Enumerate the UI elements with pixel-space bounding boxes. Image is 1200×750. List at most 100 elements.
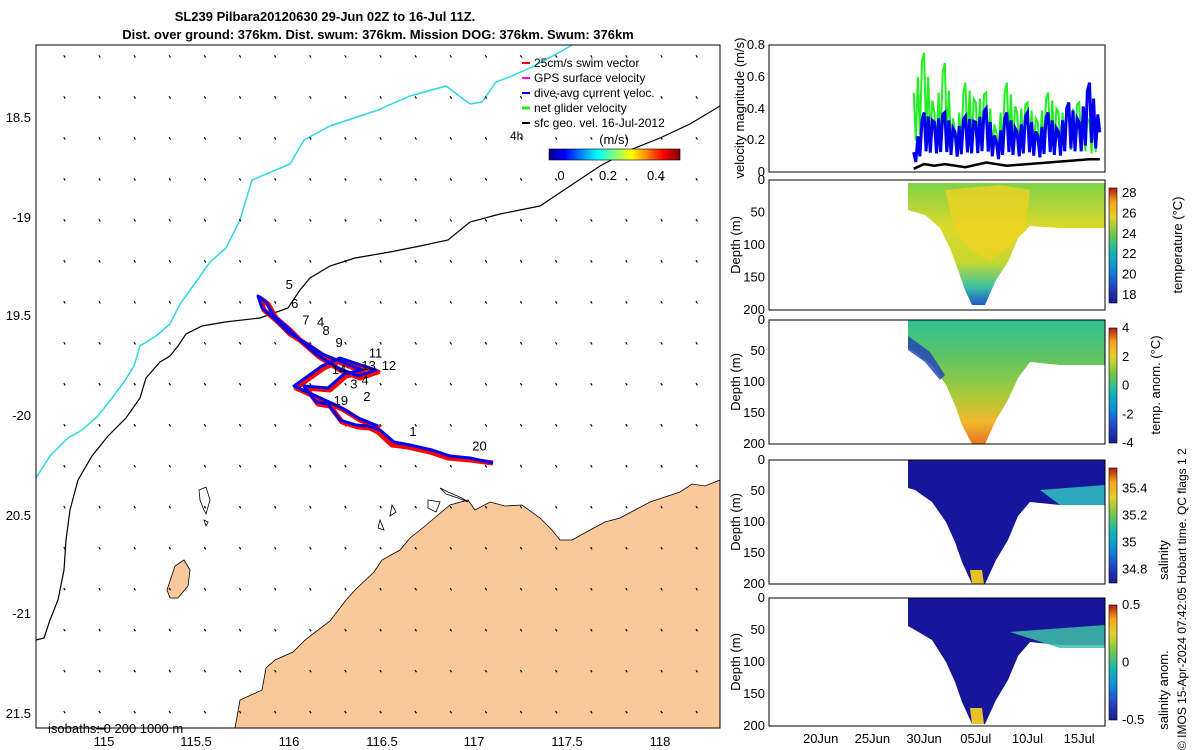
velocity-vector-mark [695, 300, 698, 304]
velocity-vector-mark [449, 423, 453, 427]
velocity-vector-mark [660, 505, 663, 509]
velocity-vector-mark [590, 341, 593, 345]
velocity-vector-mark [554, 259, 558, 263]
depth-tick-label: 0 [758, 172, 765, 187]
isobath-200m [35, 105, 721, 641]
velocity-vector-mark [203, 300, 207, 304]
sal-surface-high [1040, 485, 1105, 505]
chart-title-line1: SL239 Pilbara20120630 29-Jun 02Z to 16-J… [175, 9, 476, 24]
velocity-vector-mark [519, 341, 523, 345]
velocity-vector-mark [625, 341, 628, 345]
y-tick-label: 18.5 [6, 110, 31, 125]
depth-tick-label: 200 [743, 576, 765, 591]
surface-velocity-vectors [63, 55, 698, 714]
velocity-vector-mark [484, 628, 488, 632]
day-label: 9 [335, 335, 342, 350]
y-tick-label: -19 [12, 210, 31, 225]
velocity-vector-mark [238, 177, 242, 181]
velocity-vector-mark [625, 505, 628, 509]
velocity-vector-mark [554, 218, 558, 222]
velocity-vector-mark [203, 95, 207, 99]
velocity-vector-mark [203, 669, 207, 673]
velocity-vector-mark [344, 95, 347, 99]
velocity-vector-mark [309, 300, 312, 304]
y-tick-label: 20.5 [6, 508, 31, 523]
x-tick-label: 116.5 [366, 734, 398, 749]
velocity-vector-mark [554, 628, 558, 632]
velocity-vector-mark [133, 300, 136, 304]
x-tick-label: 115.5 [180, 734, 212, 749]
velocity-vector-mark [133, 505, 136, 509]
velocity-vector-mark [238, 382, 242, 386]
velocity-vector-mark [590, 464, 593, 468]
colorbar-tick-label: 4 [1122, 320, 1129, 335]
velocity-vector-mark [660, 136, 663, 140]
day-label: 12 [382, 358, 396, 373]
velocity-vector-mark [63, 177, 66, 181]
legend-entry-sfc: sfc geo. vel. 16-Jul-2012 [534, 116, 665, 130]
velocity-vector-mark [273, 259, 277, 263]
day-label: 7 [302, 312, 309, 327]
velocity-vector-mark [344, 341, 347, 345]
velocity-vector-mark [484, 95, 488, 99]
depth-axes: 0 50 100 150 200 Depth (m) 0 50 100 150 200 Depth (… [728, 172, 765, 733]
velocity-vector-mark [660, 95, 663, 99]
velocity-vector-mark [519, 464, 523, 468]
velocity-vector-mark [344, 464, 347, 468]
velocity-vector-mark [168, 423, 172, 427]
velocity-vector-mark [590, 259, 593, 263]
velocity-vector-mark [379, 259, 382, 263]
velocity-vector-mark [554, 341, 558, 345]
velocity-vector-mark [449, 505, 453, 509]
velocity-vector-mark [449, 55, 453, 58]
velocity-vector-mark [273, 587, 277, 591]
velocity-vector-mark [484, 464, 488, 468]
velocity-vector-mark [309, 587, 312, 591]
depth-axis-label: Depth (m) [728, 493, 743, 551]
velocity-vector-mark [203, 505, 207, 509]
velocity-vector-mark [168, 259, 172, 263]
velocity-vector-mark [695, 95, 698, 99]
velocity-vector-mark [519, 382, 523, 386]
depth-tick-label: 150 [743, 270, 765, 285]
velocity-vector-mark [309, 259, 312, 263]
tanom-section [908, 320, 1105, 444]
velocity-series-line [913, 158, 1100, 170]
velocity-vector-mark [554, 55, 558, 58]
velocity-vector-mark [554, 177, 558, 181]
colorbar-salinity-anom [1108, 604, 1118, 721]
velocity-vector-mark [63, 95, 66, 99]
depth-tick-label: 100 [743, 374, 765, 389]
velocity-vector-mark [660, 669, 663, 673]
velocity-vector-mark [590, 423, 593, 427]
velocity-vector-mark [238, 259, 242, 263]
velocity-vector-mark [625, 259, 628, 263]
velocity-vector-mark [273, 382, 277, 386]
velocity-vector-mark [168, 177, 172, 181]
velocity-vector-mark [379, 218, 382, 222]
velocity-vector-mark [98, 136, 101, 140]
velocity-vector-mark [379, 423, 382, 427]
velocity-vector-mark [414, 177, 417, 181]
velocity-vector-mark [449, 177, 453, 181]
velocity-vector-mark [133, 710, 136, 714]
velocity-vector-mark [695, 546, 698, 550]
velocity-vector-mark [98, 710, 101, 714]
legend: 25cm/s swim vector GPS surface velocity … [510, 56, 681, 183]
velocity-vector-mark [414, 669, 417, 673]
velocity-vector-mark [625, 177, 628, 181]
velocity-vector-mark [63, 136, 66, 140]
velocity-vector-mark [238, 218, 242, 222]
velocity-vector-mark [98, 587, 101, 591]
velocity-vector-mark [484, 546, 488, 550]
velocity-vector-mark [590, 55, 593, 58]
velocity-vector-mark [203, 546, 207, 550]
velocity-vector-mark [414, 341, 417, 345]
island-dampier [377, 487, 469, 531]
velocity-vector-mark [484, 423, 488, 427]
velocity-vector-mark [168, 341, 172, 345]
velocity-vector-mark [133, 628, 136, 632]
sal-bottom-high [970, 570, 984, 584]
velocity-vector-mark [238, 587, 242, 591]
